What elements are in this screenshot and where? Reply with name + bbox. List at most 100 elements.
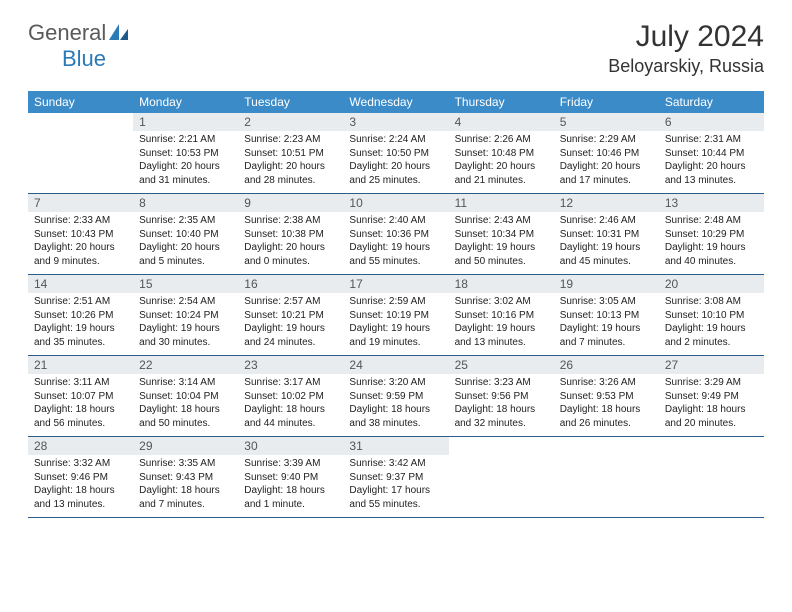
calendar-day-cell: 28Sunrise: 3:32 AMSunset: 9:46 PMDayligh… <box>28 437 133 518</box>
day-line: Daylight: 19 hours <box>665 322 758 336</box>
day-line: Sunset: 10:02 PM <box>244 390 337 404</box>
day-line: and 7 minutes. <box>139 498 232 512</box>
day-line: and 7 minutes. <box>560 336 653 350</box>
day-line: Daylight: 20 hours <box>244 241 337 255</box>
day-line: Daylight: 19 hours <box>455 241 548 255</box>
day-line: Sunset: 9:53 PM <box>560 390 653 404</box>
weekday-thursday: Thursday <box>449 91 554 113</box>
day-line: Sunrise: 3:05 AM <box>560 295 653 309</box>
location-label: Beloyarskiy, Russia <box>608 56 764 77</box>
calendar-day-cell: 10Sunrise: 2:40 AMSunset: 10:36 PMDaylig… <box>343 194 448 275</box>
day-details: Sunrise: 2:43 AMSunset: 10:34 PMDaylight… <box>449 212 554 274</box>
day-line: Sunrise: 2:38 AM <box>244 214 337 228</box>
day-line: and 20 minutes. <box>665 417 758 431</box>
day-number: 27 <box>659 356 764 374</box>
day-details: Sunrise: 2:59 AMSunset: 10:19 PMDaylight… <box>343 293 448 355</box>
day-line: Daylight: 18 hours <box>665 403 758 417</box>
day-line: Sunrise: 3:20 AM <box>349 376 442 390</box>
day-number: 11 <box>449 194 554 212</box>
day-number: 21 <box>28 356 133 374</box>
day-line: Sunset: 9:46 PM <box>34 471 127 485</box>
day-details: Sunrise: 2:26 AMSunset: 10:48 PMDaylight… <box>449 131 554 193</box>
day-number: 28 <box>28 437 133 455</box>
calendar-day-cell: 19Sunrise: 3:05 AMSunset: 10:13 PMDaylig… <box>554 275 659 356</box>
day-line: Sunset: 10:51 PM <box>244 147 337 161</box>
month-title: July 2024 <box>608 20 764 54</box>
day-number: 5 <box>554 113 659 131</box>
calendar-day-cell <box>28 113 133 194</box>
weekday-header-row: Sunday Monday Tuesday Wednesday Thursday… <box>28 91 764 113</box>
day-details: Sunrise: 2:46 AMSunset: 10:31 PMDaylight… <box>554 212 659 274</box>
day-number: 22 <box>133 356 238 374</box>
day-number: 23 <box>238 356 343 374</box>
day-details <box>554 455 659 463</box>
day-line: Sunset: 10:48 PM <box>455 147 548 161</box>
day-line: Sunrise: 3:35 AM <box>139 457 232 471</box>
day-line: Daylight: 18 hours <box>455 403 548 417</box>
calendar-day-cell <box>554 437 659 518</box>
day-details: Sunrise: 3:35 AMSunset: 9:43 PMDaylight:… <box>133 455 238 517</box>
day-details: Sunrise: 3:23 AMSunset: 9:56 PMDaylight:… <box>449 374 554 436</box>
day-line: Sunset: 10:19 PM <box>349 309 442 323</box>
day-line: Sunset: 10:13 PM <box>560 309 653 323</box>
day-line: Sunset: 10:29 PM <box>665 228 758 242</box>
day-line: Sunrise: 3:29 AM <box>665 376 758 390</box>
day-details: Sunrise: 3:05 AMSunset: 10:13 PMDaylight… <box>554 293 659 355</box>
day-line: Daylight: 19 hours <box>139 322 232 336</box>
day-details: Sunrise: 3:17 AMSunset: 10:02 PMDaylight… <box>238 374 343 436</box>
calendar-day-cell: 7Sunrise: 2:33 AMSunset: 10:43 PMDayligh… <box>28 194 133 275</box>
day-line: Sunrise: 2:24 AM <box>349 133 442 147</box>
day-number: 16 <box>238 275 343 293</box>
day-details: Sunrise: 3:42 AMSunset: 9:37 PMDaylight:… <box>343 455 448 517</box>
day-line: Daylight: 19 hours <box>349 241 442 255</box>
day-line: and 28 minutes. <box>244 174 337 188</box>
day-number <box>28 113 133 131</box>
day-line: Sunrise: 2:59 AM <box>349 295 442 309</box>
day-line: Sunrise: 2:46 AM <box>560 214 653 228</box>
day-line: and 17 minutes. <box>560 174 653 188</box>
day-number: 9 <box>238 194 343 212</box>
day-details: Sunrise: 2:24 AMSunset: 10:50 PMDaylight… <box>343 131 448 193</box>
day-line: Sunset: 10:38 PM <box>244 228 337 242</box>
day-line: and 13 minutes. <box>34 498 127 512</box>
day-line: Sunrise: 2:40 AM <box>349 214 442 228</box>
day-number: 12 <box>554 194 659 212</box>
day-line: Sunrise: 3:23 AM <box>455 376 548 390</box>
calendar-day-cell: 29Sunrise: 3:35 AMSunset: 9:43 PMDayligh… <box>133 437 238 518</box>
day-line: and 26 minutes. <box>560 417 653 431</box>
day-details <box>28 131 133 139</box>
day-line: and 55 minutes. <box>349 498 442 512</box>
day-line: and 45 minutes. <box>560 255 653 269</box>
day-line: Sunrise: 2:33 AM <box>34 214 127 228</box>
day-line: Sunrise: 2:57 AM <box>244 295 337 309</box>
calendar-table: Sunday Monday Tuesday Wednesday Thursday… <box>28 91 764 518</box>
calendar-day-cell: 25Sunrise: 3:23 AMSunset: 9:56 PMDayligh… <box>449 356 554 437</box>
day-line: Daylight: 20 hours <box>139 241 232 255</box>
calendar-day-cell: 22Sunrise: 3:14 AMSunset: 10:04 PMDaylig… <box>133 356 238 437</box>
day-line: Sunset: 9:43 PM <box>139 471 232 485</box>
day-line: Sunrise: 3:42 AM <box>349 457 442 471</box>
weekday-friday: Friday <box>554 91 659 113</box>
day-line: and 21 minutes. <box>455 174 548 188</box>
day-line: Sunset: 9:40 PM <box>244 471 337 485</box>
weekday-tuesday: Tuesday <box>238 91 343 113</box>
calendar-day-cell: 11Sunrise: 2:43 AMSunset: 10:34 PMDaylig… <box>449 194 554 275</box>
day-number: 17 <box>343 275 448 293</box>
day-line: and 31 minutes. <box>139 174 232 188</box>
day-line: Sunrise: 2:48 AM <box>665 214 758 228</box>
day-line: Daylight: 20 hours <box>349 160 442 174</box>
day-number: 10 <box>343 194 448 212</box>
day-details: Sunrise: 3:20 AMSunset: 9:59 PMDaylight:… <box>343 374 448 436</box>
day-line: and 5 minutes. <box>139 255 232 269</box>
day-line: Sunrise: 2:51 AM <box>34 295 127 309</box>
day-details: Sunrise: 2:57 AMSunset: 10:21 PMDaylight… <box>238 293 343 355</box>
calendar-day-cell: 31Sunrise: 3:42 AMSunset: 9:37 PMDayligh… <box>343 437 448 518</box>
day-number: 3 <box>343 113 448 131</box>
weekday-monday: Monday <box>133 91 238 113</box>
calendar-day-cell: 4Sunrise: 2:26 AMSunset: 10:48 PMDayligh… <box>449 113 554 194</box>
day-line: Sunrise: 2:31 AM <box>665 133 758 147</box>
day-line: Sunset: 10:43 PM <box>34 228 127 242</box>
day-line: Sunrise: 2:43 AM <box>455 214 548 228</box>
logo-sail-icon <box>108 23 130 46</box>
day-line: Sunrise: 3:32 AM <box>34 457 127 471</box>
